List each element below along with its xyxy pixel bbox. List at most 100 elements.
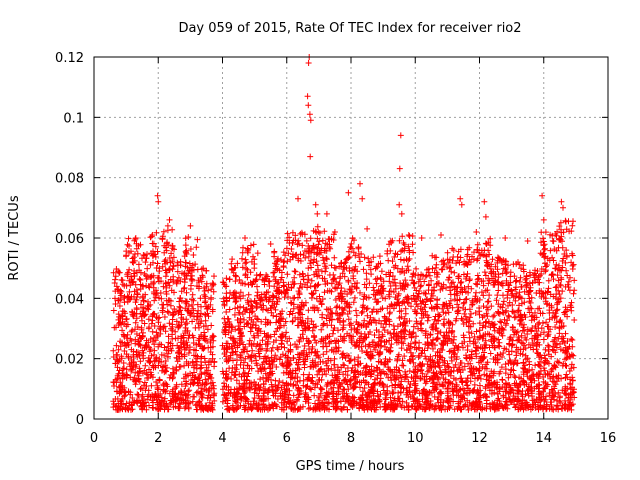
data-point — [190, 334, 197, 341]
data-point — [190, 252, 197, 258]
data-point — [228, 323, 235, 330]
data-point — [136, 276, 143, 282]
data-point — [130, 312, 137, 319]
data-point — [151, 251, 158, 258]
data-point — [455, 343, 462, 350]
data-point — [156, 405, 163, 412]
data-point — [231, 389, 238, 396]
data-point — [136, 378, 143, 385]
data-point — [244, 249, 251, 256]
data-point — [540, 336, 547, 343]
data-point — [185, 404, 192, 411]
data-point — [164, 301, 171, 308]
data-point — [148, 382, 155, 389]
data-point — [220, 386, 226, 393]
data-point — [149, 338, 156, 345]
data-point — [434, 280, 441, 287]
data-point — [124, 331, 131, 338]
data-point — [269, 298, 276, 305]
data-point — [235, 390, 242, 397]
data-point — [484, 298, 491, 305]
data-point — [247, 328, 254, 335]
data-point — [198, 331, 205, 338]
data-point — [174, 358, 181, 365]
data-point — [545, 285, 552, 292]
data-point — [365, 255, 372, 262]
data-point — [182, 400, 189, 407]
data-point — [132, 319, 139, 326]
data-point — [198, 388, 205, 395]
data-point — [291, 268, 298, 275]
data-point — [221, 329, 227, 336]
data-point — [153, 314, 160, 321]
data-point — [197, 365, 204, 372]
data-point — [135, 261, 142, 268]
data-point — [125, 235, 132, 242]
data-point — [186, 387, 193, 394]
data-point — [161, 395, 168, 402]
data-point — [230, 269, 237, 276]
data-point — [223, 357, 230, 363]
data-point — [512, 278, 519, 285]
data-point — [241, 373, 248, 379]
data-point — [251, 265, 258, 272]
data-point — [112, 295, 118, 302]
data-point — [473, 289, 479, 296]
data-point — [198, 310, 204, 317]
data-point — [363, 276, 370, 283]
data-point — [244, 320, 251, 327]
data-point — [282, 290, 289, 297]
data-point — [300, 371, 307, 378]
data-point — [116, 313, 123, 320]
data-point — [277, 393, 284, 400]
data-point — [251, 395, 258, 401]
data-point — [386, 348, 393, 355]
data-point — [110, 354, 117, 360]
data-point — [239, 255, 245, 262]
data-point — [123, 335, 130, 342]
data-point — [194, 236, 201, 243]
data-point — [115, 346, 122, 353]
data-point — [246, 337, 253, 344]
data-point — [261, 330, 268, 337]
data-point — [309, 291, 316, 298]
data-point — [140, 304, 146, 311]
data-point — [163, 288, 170, 295]
data-point — [189, 301, 195, 308]
data-point — [151, 290, 158, 297]
data-point — [274, 344, 281, 351]
data-point — [272, 306, 279, 313]
data-point — [277, 311, 284, 318]
data-point — [183, 316, 190, 323]
data-point — [252, 299, 259, 306]
data-point — [117, 290, 124, 297]
data-point — [196, 398, 202, 405]
data-point — [189, 359, 196, 366]
data-point — [198, 266, 205, 273]
data-point — [137, 386, 144, 392]
data-point — [187, 246, 194, 252]
data-point — [359, 308, 366, 315]
data-point — [177, 278, 184, 285]
data-point — [118, 276, 125, 283]
data-point — [240, 365, 247, 372]
data-point — [130, 348, 137, 355]
data-point — [113, 283, 120, 290]
data-point — [125, 388, 132, 395]
data-point — [203, 387, 210, 394]
data-point — [223, 295, 230, 302]
data-point — [549, 271, 556, 278]
data-point — [245, 291, 252, 298]
data-point — [139, 255, 145, 262]
data-point — [398, 248, 404, 255]
data-point — [119, 383, 126, 389]
data-point — [231, 289, 238, 296]
data-point — [160, 228, 167, 235]
data-point — [270, 269, 277, 276]
data-point — [113, 342, 120, 349]
data-point — [156, 274, 163, 281]
data-point — [120, 360, 127, 366]
data-point — [323, 306, 330, 313]
data-point — [257, 365, 264, 372]
data-point — [451, 269, 458, 276]
